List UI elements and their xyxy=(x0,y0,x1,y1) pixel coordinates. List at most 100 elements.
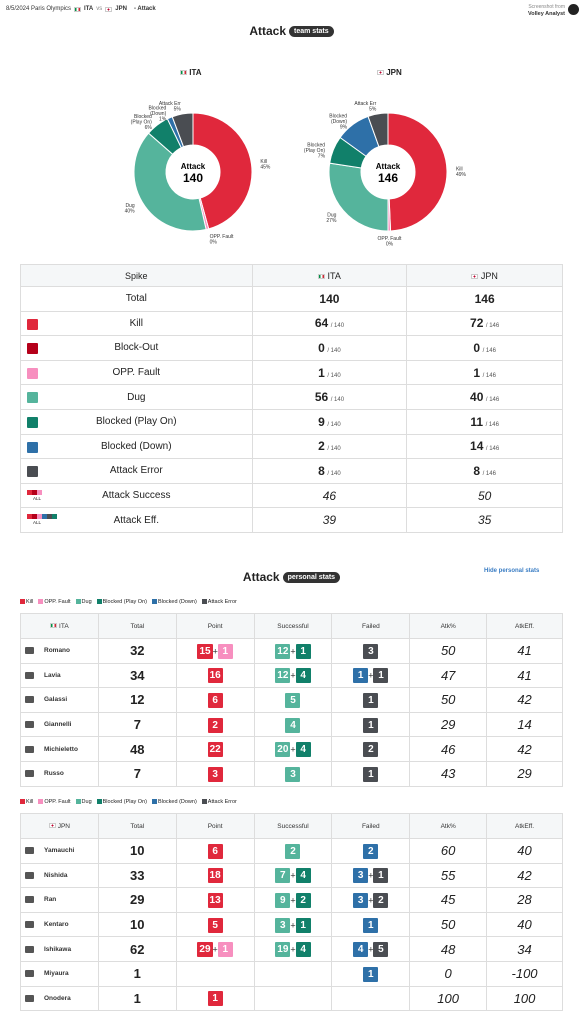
player-point: 22 xyxy=(175,736,255,762)
legend-label: Blocked (Play On) xyxy=(102,799,147,805)
player-point: 29 +1 xyxy=(175,936,255,962)
summary-row: Dug 56 / 140 40 / 146 xyxy=(20,384,563,410)
count-box-attack-error: 1 xyxy=(363,693,379,709)
donut-center-value: 146 xyxy=(378,171,398,185)
count-box-blocked-down: 3 xyxy=(353,893,369,909)
player-row: Giannelli 7 2 4 1 29 14 xyxy=(20,711,563,738)
ita-count: 1 xyxy=(318,365,325,380)
count-box-dug: 4 xyxy=(285,717,301,733)
player-failed: 1 xyxy=(331,911,411,938)
player-failed: 2 xyxy=(331,736,411,762)
jpn-attack-donut-chart: Kill 49% OPP. Fault 0% Dug 27% Blocked (Play On… xyxy=(304,101,467,247)
player-atk-pct: 60 xyxy=(409,838,488,864)
legend-swatch xyxy=(75,599,81,605)
player-atk-eff: 100 xyxy=(486,985,563,1012)
player-atk-pct: 48 xyxy=(409,936,488,962)
attack-success-row: ALL Attack Success 46 50 xyxy=(20,482,563,509)
hide-personal-stats-link[interactable]: Hide personal stats xyxy=(484,568,540,574)
player-name-cell: Galassi xyxy=(20,687,99,713)
ita-header-label: ITA xyxy=(327,270,341,281)
plus-sign: + xyxy=(212,944,218,955)
jersey-icon xyxy=(25,671,34,679)
legend-item: OPP. Fault xyxy=(38,799,71,805)
slice-dug xyxy=(328,162,389,232)
count-box-blocked-play-on: 1 xyxy=(295,917,311,933)
japan-flag-icon xyxy=(105,6,113,12)
player-name-cell: Ishikawa xyxy=(20,936,99,962)
column-header: Atk% xyxy=(409,613,488,639)
player-successful: 9 +2 xyxy=(253,887,333,913)
count-box-blocked-down: 2 xyxy=(363,843,379,859)
ita-count: 64 xyxy=(314,316,329,331)
ita-count: 2 xyxy=(318,439,325,454)
player-name: Michieletto xyxy=(44,745,78,753)
legend-swatch xyxy=(201,599,207,605)
slice-label: Kill 45% xyxy=(260,159,271,171)
ita-chart-title: ITA xyxy=(180,68,202,77)
summary-row: Attack Error 8 / 140 8 / 146 xyxy=(20,458,563,484)
jpn-of: / 146 xyxy=(485,323,500,330)
jpn-value: 72 / 146 xyxy=(406,310,563,337)
count-box-attack-error: 5 xyxy=(373,942,389,958)
slice-kill xyxy=(192,112,253,230)
donut-center-label: Attack xyxy=(376,162,401,171)
player-total: 1 xyxy=(97,960,177,987)
count-box-kill: 29 xyxy=(197,942,213,958)
player-atk-pct: 45 xyxy=(409,887,488,913)
legend-label: OPP. Fault xyxy=(44,799,71,805)
jersey-icon xyxy=(25,920,34,928)
volley-analyst-logo-icon xyxy=(568,4,579,15)
attack-eff-label: ALL Attack Eff. xyxy=(20,507,253,533)
japan-flag-icon xyxy=(377,70,384,76)
player-total: 48 xyxy=(97,736,177,762)
count-box-blocked-down: 1 xyxy=(363,917,379,933)
player-total: 7 xyxy=(97,711,177,738)
summary-row-label: Blocked (Down) xyxy=(20,433,253,460)
player-atk-eff: 42 xyxy=(486,736,563,762)
slice-label: Blocked (Play On) 6% xyxy=(131,114,153,131)
stat-name: Blocked (Down) xyxy=(100,440,172,452)
player-name-cell: Kentaro xyxy=(20,911,99,938)
ita-total: 140 xyxy=(251,286,408,312)
icon-bar xyxy=(47,514,52,520)
ita-of: / 140 xyxy=(330,323,345,330)
player-atk-eff: -100 xyxy=(486,960,563,987)
legend-item: Blocked (Play On) xyxy=(96,799,147,805)
player-total: 32 xyxy=(97,638,177,664)
ita-of: / 140 xyxy=(327,421,341,428)
ita-of: / 140 xyxy=(327,347,341,354)
count-box-dug: 3 xyxy=(275,917,291,933)
personal-stats-pill: personal stats xyxy=(282,572,341,584)
player-name-cell: Miyaura xyxy=(20,960,99,987)
summary-row-label: Blocked (Play On) xyxy=(20,408,253,435)
player-atk-eff: 41 xyxy=(486,638,563,664)
legend-item: Dug xyxy=(75,799,92,805)
player-row: Galassi 12 6 5 1 50 42 xyxy=(20,687,563,713)
slice-dug xyxy=(133,132,207,232)
player-total: 12 xyxy=(97,687,177,713)
jpn-of: / 146 xyxy=(485,421,499,428)
count-box-dug: 5 xyxy=(285,693,301,709)
player-atk-pct: 55 xyxy=(409,862,488,889)
count-box-attack-error: 2 xyxy=(373,893,389,909)
count-box-kill: 15 xyxy=(197,643,213,659)
player-row: Onodera 1 1 100 100 xyxy=(20,985,563,1012)
player-total: 34 xyxy=(97,662,177,689)
attack-eff-row: ALL Attack Eff. 39 35 xyxy=(20,507,563,533)
player-point: 16 xyxy=(175,662,255,689)
summary-row-label: Block-Out xyxy=(20,335,253,361)
count-box-kill: 5 xyxy=(207,917,223,933)
player-successful: 3 xyxy=(253,760,333,787)
player-row: Russo 7 3 3 1 43 29 xyxy=(20,760,563,787)
slice-attack-err xyxy=(171,112,194,148)
player-row: Miyaura 1 1 0 -100 xyxy=(20,960,563,987)
brand-credit: Screenshot from Volley Analyst xyxy=(528,4,565,18)
stat-name: Kill xyxy=(129,317,143,329)
jersey-icon xyxy=(25,720,34,728)
player-name: Ran xyxy=(44,896,57,904)
player-name-cell: Ran xyxy=(20,887,99,913)
player-successful: 7 +4 xyxy=(253,862,333,889)
legend-swatch xyxy=(96,599,102,605)
player-name-cell: Russo xyxy=(20,760,99,787)
player-successful: 12 +4 xyxy=(253,662,333,689)
